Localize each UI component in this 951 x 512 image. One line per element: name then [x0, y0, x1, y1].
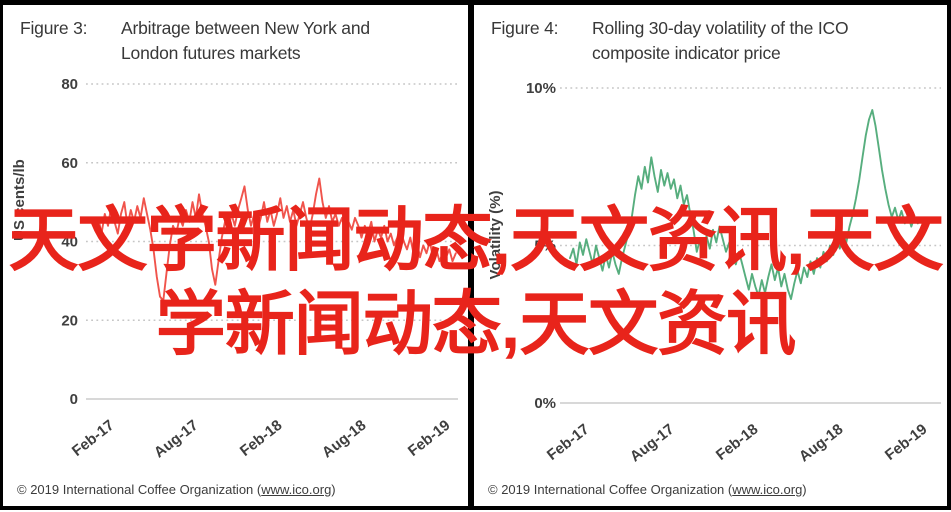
x-tick-label: Feb-19 [882, 421, 931, 464]
panel-divider [468, 0, 474, 509]
y-tick-label: 40 [61, 234, 78, 251]
y-tick-label: 20 [61, 312, 78, 329]
figure4-panel: Figure 4: Rolling 30-day volatility of t… [474, 5, 947, 506]
y-tick-label: 60 [61, 155, 78, 172]
figure3-title: Arbitrage between New York and London fu… [121, 18, 370, 63]
figure4-label: Figure 4: [491, 18, 559, 38]
figure4-title: Rolling 30-day volatility of the ICO com… [592, 18, 849, 63]
x-tick-label: Feb-18 [713, 421, 762, 464]
frame-border-bottom [0, 506, 951, 510]
volatility-chart: 10% 5% 0% Feb-17 Aug-17 Feb-18 Aug-18 Feb-19 Vol… [487, 80, 941, 465]
y-tick-label: 0 [70, 391, 78, 408]
x-tick-label: Feb-17 [69, 417, 118, 460]
x-tick-label: Aug-17 [151, 417, 202, 462]
ico-org-link[interactable]: www.ico.org [261, 482, 332, 497]
frame-border-right [947, 0, 951, 510]
frame-border-left [0, 0, 3, 510]
x-tick-label: Aug-18 [319, 417, 370, 462]
series-line [569, 109, 919, 301]
y-tick-label: 5% [534, 238, 556, 255]
y-axis-title: US cents/lb [11, 159, 28, 241]
copyright-text: © 2019 International Coffee Organization… [488, 482, 733, 497]
figure4-title-row: Figure 4: Rolling 30-day volatility of t… [474, 5, 947, 66]
y-tick-label: 0% [534, 395, 556, 412]
figure4-copyright: © 2019 International Coffee Organization… [488, 482, 807, 497]
series-line [94, 177, 457, 302]
figure3-panel: Figure 3: Arbitrage between New York and… [3, 5, 468, 506]
copyright-text: © 2019 International Coffee Organization… [17, 482, 262, 497]
x-tick-label: Feb-19 [405, 417, 454, 460]
x-tick-label: Feb-18 [237, 417, 286, 460]
figure3-copyright: © 2019 International Coffee Organization… [17, 482, 336, 497]
x-tick-label: Aug-17 [627, 421, 678, 466]
copyright-suffix: ) [802, 482, 807, 497]
x-tick-label: Feb-17 [544, 421, 593, 464]
copyright-suffix: ) [331, 482, 336, 497]
ico-org-link[interactable]: www.ico.org [732, 482, 803, 497]
y-tick-label: 80 [61, 76, 78, 93]
x-tick-label: Aug-18 [796, 421, 847, 466]
figure3-title-row: Figure 3: Arbitrage between New York and… [3, 5, 468, 66]
frame-border-top [0, 0, 951, 5]
arbitrage-chart: 80 60 40 20 0 Feb-17 Aug-17 Feb-18 Aug-18 Feb-19 U… [11, 76, 458, 461]
figure3-label: Figure 3: [20, 18, 88, 38]
y-tick-label: 10% [526, 80, 556, 97]
y-axis-title: Volatility (%) [487, 191, 504, 280]
